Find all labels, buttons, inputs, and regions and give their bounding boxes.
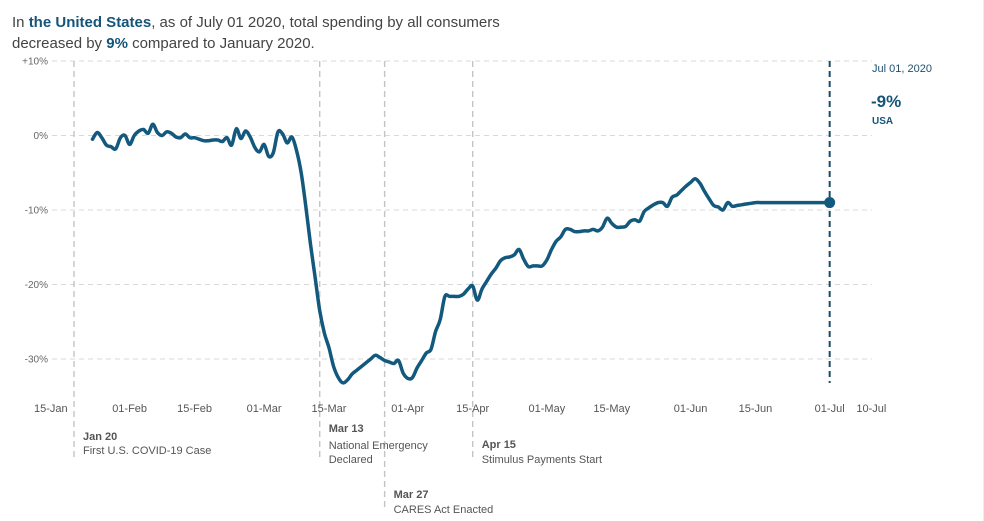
x-tick-label: 10-Jul: [856, 403, 886, 415]
current-value-label: -9%: [871, 92, 901, 111]
current-point[interactable]: [824, 197, 836, 209]
x-tick-label: 15-Mar: [312, 403, 347, 415]
grid-layer: [52, 60, 872, 360]
x-tick-label: 15-Jun: [739, 403, 773, 415]
y-axis-ticks: +10% 0% -10% -20% -30%: [22, 57, 48, 366]
event-date: Mar 13: [329, 423, 364, 435]
event-date: Mar 27: [394, 489, 429, 501]
y-tick-label: -30%: [25, 355, 48, 366]
event-date: Apr 15: [482, 439, 516, 451]
current-date-label: Jul 01, 2020: [872, 63, 932, 75]
headline-region[interactable]: the United States: [28, 14, 152, 31]
headline-prefix: In: [12, 14, 29, 31]
x-tick-label: 15-Apr: [456, 403, 489, 415]
event-date: Jan 20: [83, 431, 117, 443]
x-tick-label: 01-Apr: [391, 403, 424, 415]
event-lines: [73, 61, 474, 508]
y-tick-label: -10%: [25, 206, 48, 217]
series-layer: [90, 122, 832, 385]
x-tick-label: 01-May: [529, 403, 566, 415]
event-label: Stimulus Payments Start: [482, 454, 602, 466]
y-tick-label: 0%: [34, 131, 49, 142]
x-tick-label: 01-Jun: [674, 403, 708, 415]
current-region-label: USA: [872, 116, 893, 127]
event-label: First U.S. COVID-19 Case: [83, 445, 211, 457]
x-tick-label: 01-Jul: [815, 403, 845, 415]
x-tick-label: 15-May: [593, 403, 630, 415]
x-tick-label: 01-Feb: [112, 403, 147, 415]
event-label: National Emergency: [329, 440, 429, 452]
current-value-marker[interactable]: Jul 01, 2020 -9% USA: [824, 61, 932, 383]
headline: In the United States, as of July 01 2020…: [12, 12, 500, 54]
event-label: CARES Act Enacted: [394, 504, 494, 516]
headline-middle: , as of July 01 2020, total spending by …: [151, 14, 500, 31]
series-line-usa: [90, 122, 832, 385]
x-tick-label: 15-Feb: [177, 403, 212, 415]
y-tick-label: -20%: [25, 280, 48, 291]
headline-line2-suffix: compared to January 2020.: [127, 35, 315, 52]
headline-line2-prefix: decreased by: [12, 35, 107, 52]
headline-change: 9%: [106, 35, 128, 52]
event-label: Declared: [329, 454, 373, 466]
y-tick-label: +10%: [22, 57, 48, 68]
x-tick-label: 01-Mar: [247, 403, 282, 415]
x-axis-ticks: 15-Jan 01-Feb 15-Feb 01-Mar 15-Mar 01-Apr 15-A…: [34, 403, 886, 415]
event-annotations: Jan 20 First U.S. COVID-19 Case Mar 13 Nati…: [83, 423, 602, 516]
x-tick-label: 15-Jan: [34, 403, 68, 415]
